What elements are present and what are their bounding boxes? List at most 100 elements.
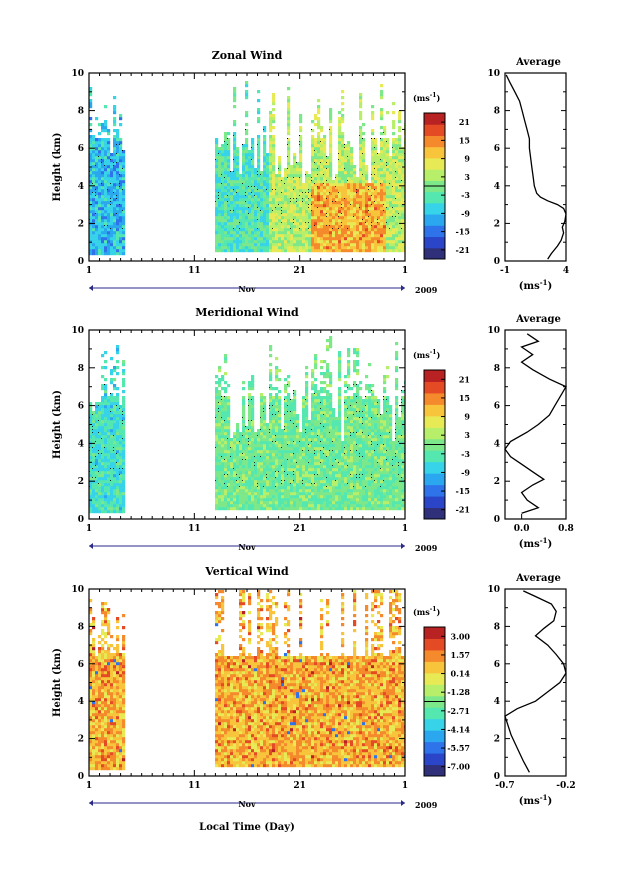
colorbar-tick-label: 15	[459, 393, 470, 403]
colorbar-segment	[424, 672, 445, 685]
average-x-label: (ms-1)	[519, 278, 552, 292]
y-tick-label: 2	[78, 477, 84, 487]
y-tick-label: 0	[78, 515, 84, 525]
colorbar-segment	[424, 381, 445, 394]
colorbar-tick-label: -3	[461, 449, 470, 459]
y-tick-label: 10	[71, 326, 84, 336]
average-y-tick-label: 0	[494, 772, 500, 782]
average-profile-line	[505, 74, 567, 260]
colorbar-segment	[424, 461, 445, 474]
average-y-tick-label: 4	[494, 182, 500, 192]
year-label: 2009	[415, 543, 438, 553]
colorbar-segment	[424, 741, 445, 754]
colorbar-segment	[424, 450, 445, 463]
colorbar-tick-label: -7.00	[447, 762, 470, 772]
colorbar-tick-label: -21	[456, 245, 470, 255]
average-title: Average	[515, 314, 561, 325]
colorbar-tick-label: 9	[464, 154, 470, 164]
colorbar-tick-label: -1.28	[447, 687, 470, 697]
heatmap-field	[89, 81, 405, 256]
colorbar-tick-label: 3.00	[451, 631, 471, 641]
average-y-tick-label: 10	[487, 326, 500, 336]
colorbar-segment	[424, 753, 445, 766]
x-tick-label: 11	[188, 266, 201, 276]
x-tick-label: 21	[293, 524, 306, 534]
colorbar-segment	[424, 392, 445, 405]
colorbar-segment	[424, 124, 445, 136]
colorbar-segment	[424, 496, 445, 509]
average-x-tick-label: -1	[500, 266, 510, 276]
colorbar-tick-label: -9	[461, 208, 470, 218]
average-x-tick-label: 0.0	[514, 524, 530, 534]
y-tick-label: 4	[78, 182, 84, 192]
panel-title: Zonal Wind	[212, 49, 283, 62]
colorbar-segment	[424, 638, 445, 651]
colorbar-segment	[424, 484, 445, 497]
panel-title: Vertical Wind	[204, 565, 289, 578]
colorbar-tick-label: -15	[456, 486, 470, 496]
heatmap-field	[89, 590, 405, 771]
colorbar-tick-label: -9	[461, 467, 470, 477]
x-tick-label: 1	[86, 524, 92, 534]
colorbar-segment	[424, 157, 445, 170]
heatmap-field	[89, 336, 405, 514]
colorbar-segment	[424, 684, 445, 697]
average-x-label: (ms-1)	[519, 793, 552, 807]
average-profile-line	[504, 333, 567, 514]
colorbar-segment	[424, 415, 445, 428]
average-frame	[504, 588, 567, 777]
panel-title: Meridional Wind	[195, 306, 299, 319]
average-frame	[504, 329, 567, 520]
average-y-tick-label: 8	[494, 107, 500, 117]
average-y-tick-label: 0	[494, 515, 500, 525]
month-label: Nov	[238, 799, 256, 809]
colorbar-tick-label: 1.57	[451, 650, 470, 660]
colorbar-segment	[424, 427, 445, 440]
colorbar-tick-label: -21	[456, 505, 470, 515]
colorbar-segment	[424, 661, 445, 674]
average-y-tick-label: 4	[494, 697, 500, 707]
average-y-tick-label: 2	[494, 219, 500, 229]
colorbar-segment	[424, 214, 445, 226]
month-bar-arrow	[89, 543, 93, 549]
average-x-tick-label: 4	[563, 266, 569, 276]
colorbar-tick-label: 21	[459, 374, 470, 384]
x-tick-label: 1	[86, 781, 92, 791]
x-tick-label: 21	[293, 266, 306, 276]
colorbar-segment	[424, 113, 445, 125]
average-frame	[504, 72, 567, 262]
colorbar-segment	[424, 191, 445, 204]
average-x-tick-label: 0.8	[558, 524, 574, 534]
y-tick-label: 10	[71, 69, 84, 79]
colorbar-tick-label: -5.57	[447, 743, 470, 753]
month-bar-arrow	[89, 800, 93, 806]
y-tick-label: 8	[78, 622, 84, 632]
average-y-tick-label: 10	[487, 69, 500, 79]
y-tick-label: 6	[78, 660, 84, 670]
y-tick-label: 8	[78, 364, 84, 374]
year-label: 2009	[415, 800, 438, 810]
colorbar-segment	[424, 627, 445, 639]
colorbar-segment	[424, 764, 445, 777]
average-y-tick-label: 10	[487, 585, 500, 595]
month-bar-arrow	[89, 285, 93, 291]
colorbar-segment	[424, 718, 445, 731]
y-tick-label: 2	[78, 735, 84, 745]
colorbar-unit: (ms-1)	[413, 606, 440, 617]
colorbar-segment	[424, 707, 445, 720]
x-axis-label: Local Time (Day)	[199, 822, 295, 833]
month-label: Nov	[238, 542, 256, 552]
average-profile-line	[504, 590, 567, 773]
colorbar-segment	[424, 247, 445, 260]
y-tick-label: 8	[78, 107, 84, 117]
colorbar-segment	[424, 649, 445, 662]
colorbar-tick-label: -2.71	[447, 706, 470, 716]
average-y-tick-label: 6	[494, 144, 500, 154]
x-tick-label: 1	[402, 781, 408, 791]
y-tick-label: 0	[78, 772, 84, 782]
colorbar-segment	[424, 146, 445, 159]
